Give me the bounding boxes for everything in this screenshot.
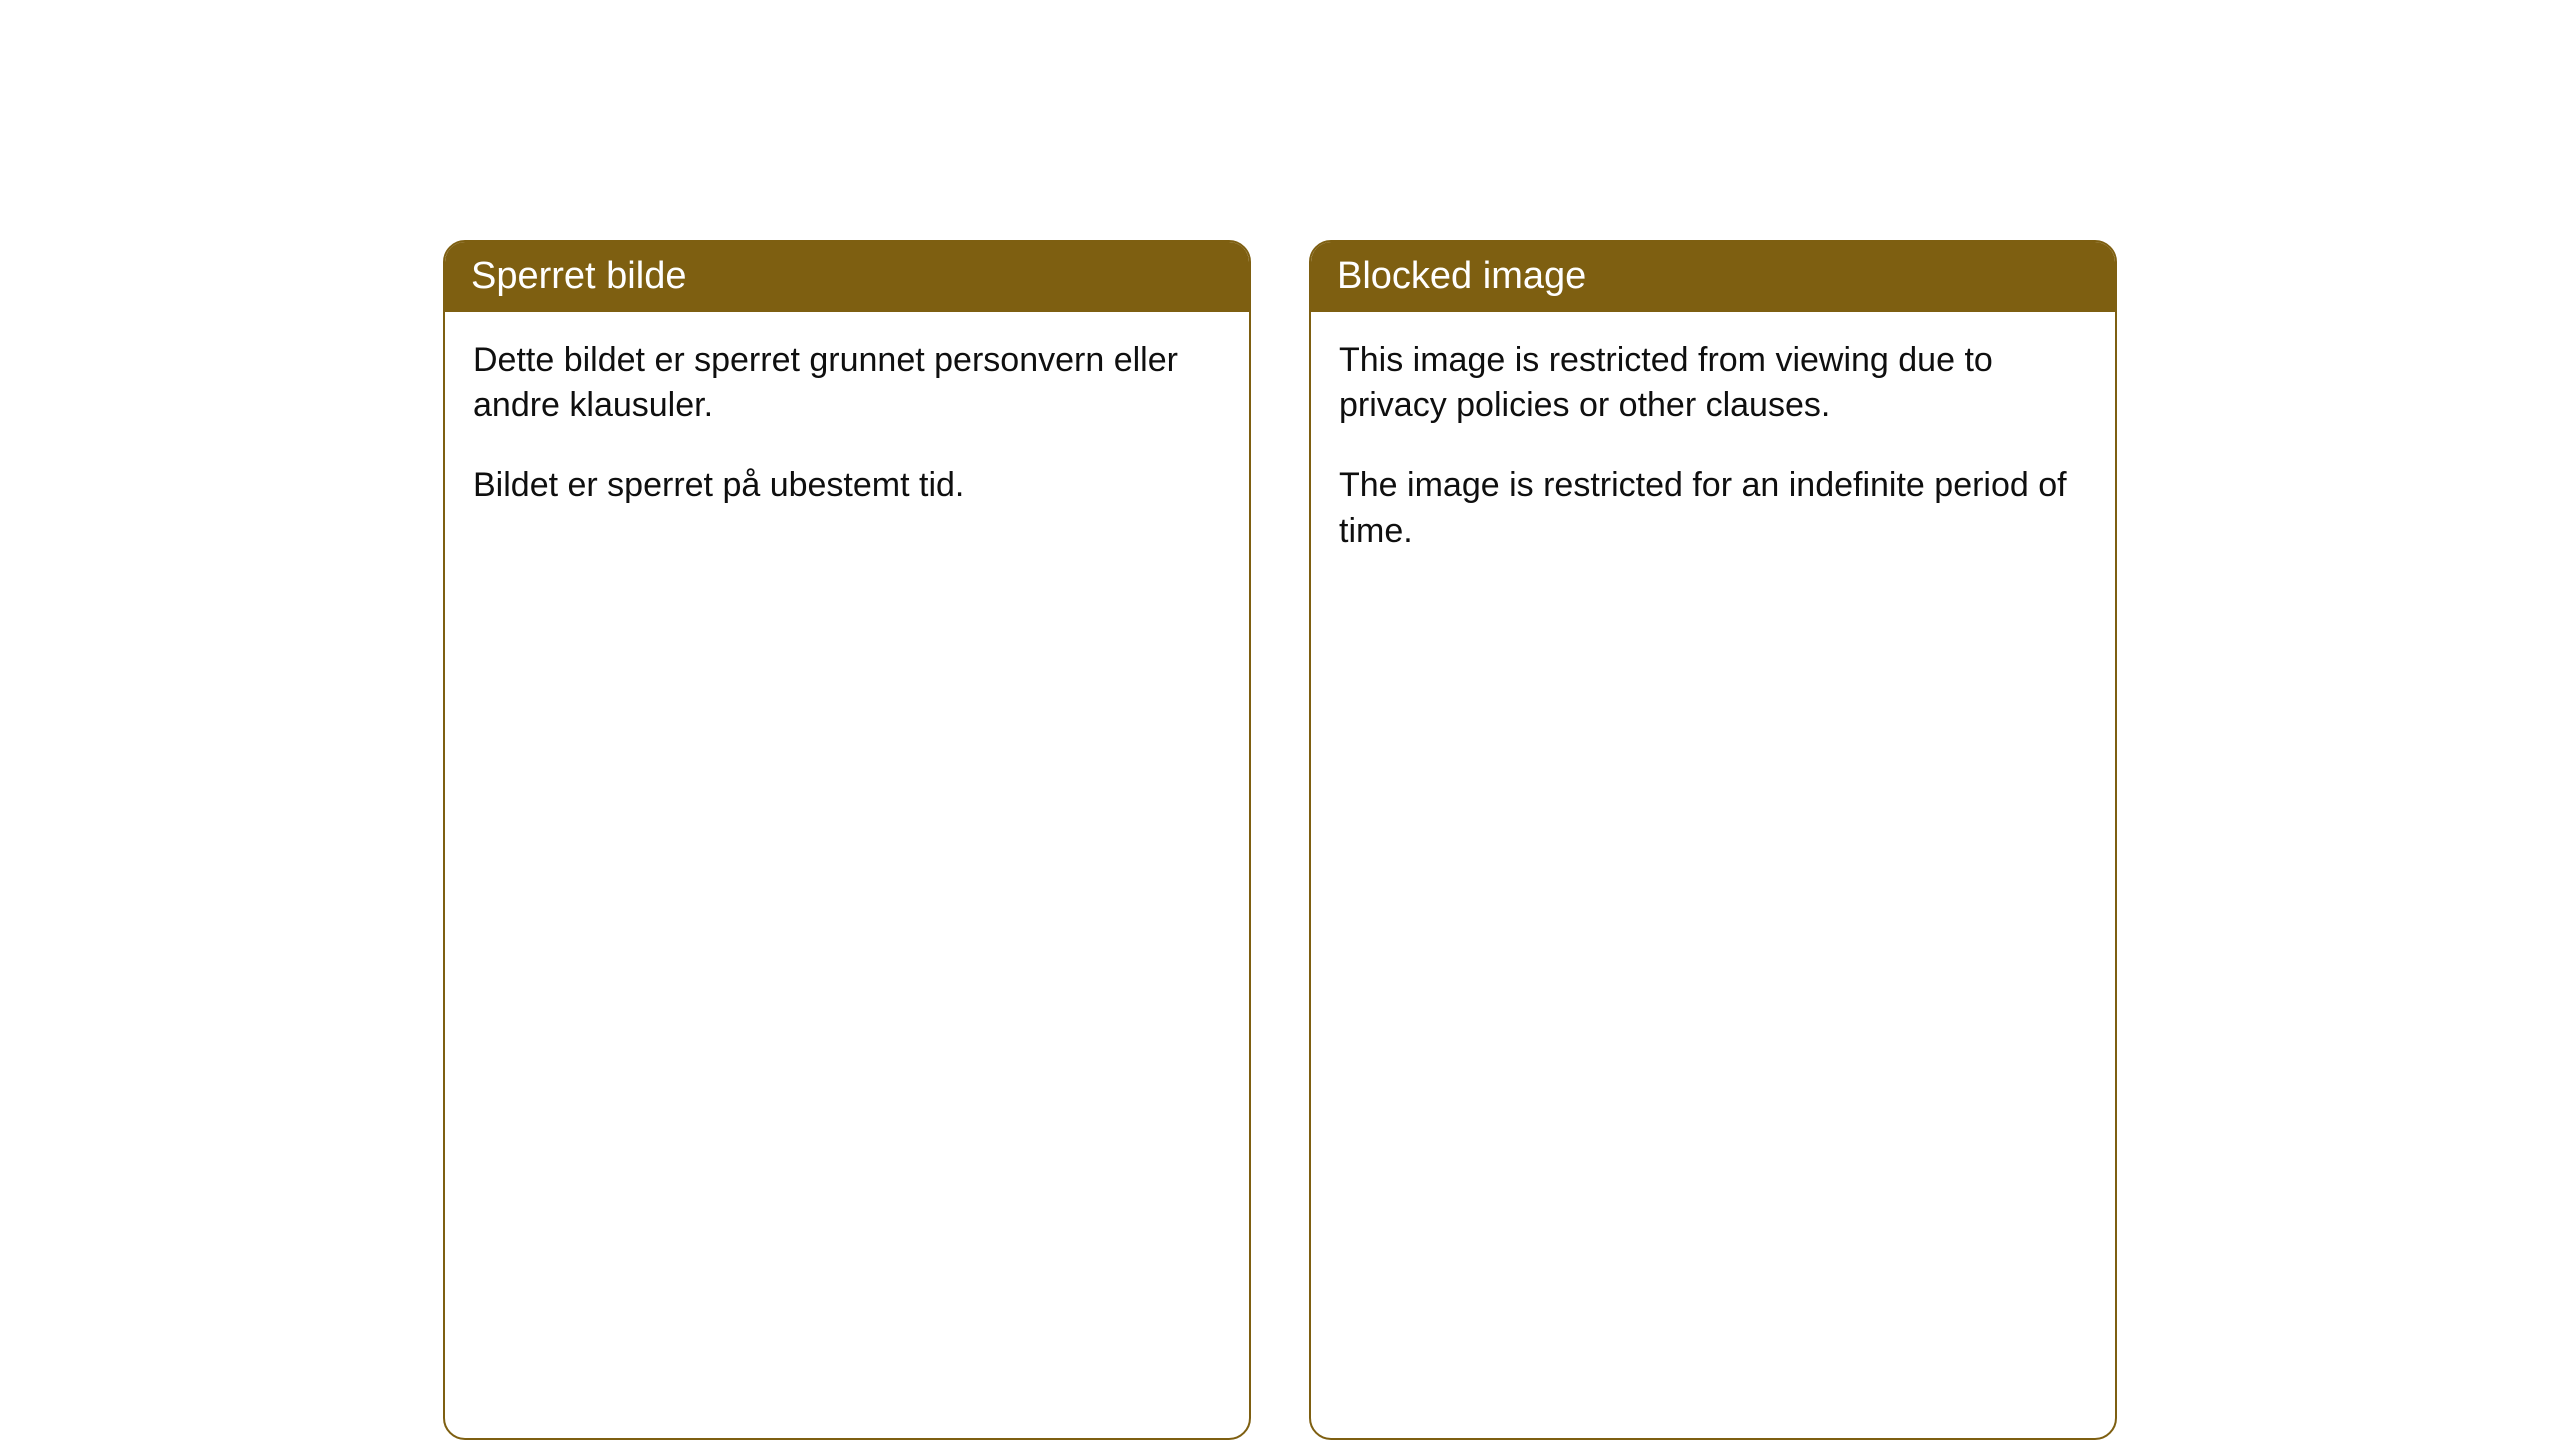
- notice-container: Sperret bilde Dette bildet er sperret gr…: [443, 240, 2117, 1440]
- notice-text-2-norwegian: Bildet er sperret på ubestemt tid.: [473, 463, 1221, 509]
- notice-text-1-norwegian: Dette bildet er sperret grunnet personve…: [473, 338, 1221, 430]
- notice-text-1-english: This image is restricted from viewing du…: [1339, 338, 2087, 430]
- blocked-image-card-english: Blocked image This image is restricted f…: [1309, 240, 2117, 1440]
- notice-text-2-english: The image is restricted for an indefinit…: [1339, 463, 2087, 555]
- card-body-norwegian: Dette bildet er sperret grunnet personve…: [445, 312, 1249, 558]
- card-header-english: Blocked image: [1311, 242, 2115, 312]
- card-body-english: This image is restricted from viewing du…: [1311, 312, 2115, 604]
- blocked-image-card-norwegian: Sperret bilde Dette bildet er sperret gr…: [443, 240, 1251, 1440]
- card-header-norwegian: Sperret bilde: [445, 242, 1249, 312]
